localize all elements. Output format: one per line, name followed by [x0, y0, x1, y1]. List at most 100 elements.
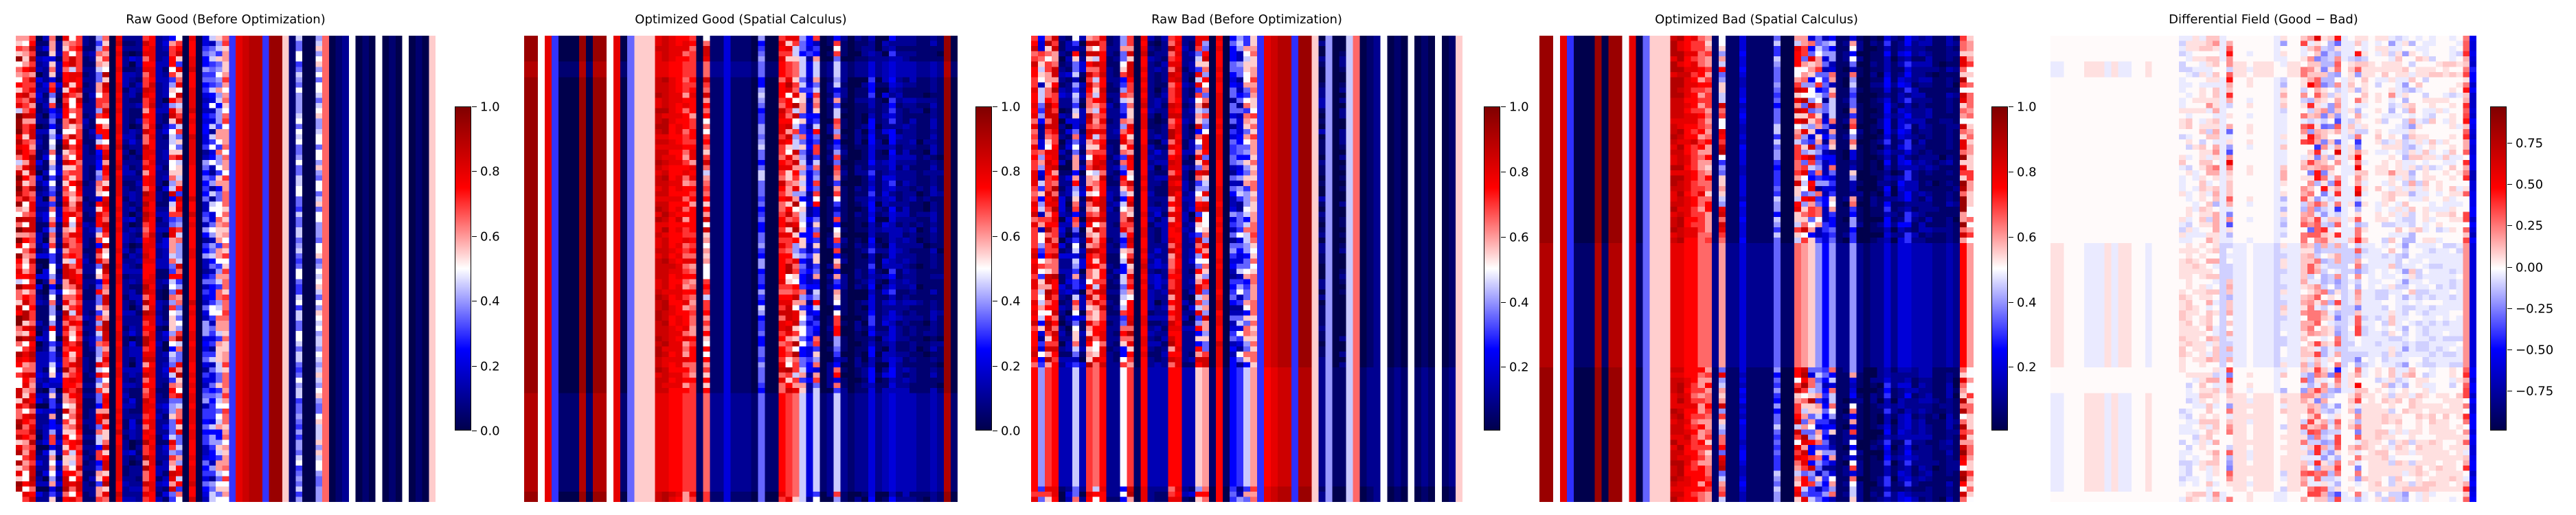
heatmap-cell [95, 315, 103, 321]
heatmap-cell [703, 206, 710, 212]
heatmap-cell [655, 299, 662, 311]
heatmap-cell [1051, 217, 1059, 222]
heatmap-cell [1140, 211, 1148, 218]
heatmap-cell [36, 268, 43, 275]
heatmap-cell [1120, 496, 1127, 502]
heatmap-cell [1044, 160, 1052, 165]
heatmap-cell [895, 356, 903, 363]
heatmap-cell [29, 41, 36, 47]
heatmap-cell [135, 160, 143, 171]
heatmap-cell [222, 41, 229, 47]
heatmap-cell [881, 56, 890, 62]
heatmap-cell [675, 367, 683, 373]
heatmap-cell [1085, 170, 1094, 176]
heatmap-cell [29, 388, 36, 393]
heatmap-cell [202, 491, 210, 497]
heatmap-cell [202, 352, 210, 358]
heatmap-cell [778, 320, 786, 332]
heatmap-cell [806, 36, 813, 47]
heatmap-cell [76, 310, 83, 316]
heatmap-cell [315, 470, 323, 477]
heatmap-cell [861, 253, 869, 259]
heatmap-cell [778, 253, 786, 279]
heatmap-cell [16, 331, 23, 336]
heatmap-cell [1065, 331, 1073, 336]
heatmap-cell [1113, 295, 1120, 306]
heatmap-cell [49, 429, 56, 435]
heatmap-cell [881, 113, 890, 119]
heatmap-cell [135, 466, 143, 477]
heatmap-cell [792, 393, 800, 497]
heatmap-cell [737, 61, 745, 78]
heatmap-cell [82, 419, 89, 425]
heatmap-cell [1037, 149, 1046, 155]
heatmap-cell [840, 56, 848, 62]
heatmap-cell [76, 217, 83, 222]
heatmap-cell [854, 51, 862, 57]
heatmap-cell [175, 486, 183, 492]
heatmap-cell [655, 222, 662, 233]
heatmap-cell [122, 87, 130, 93]
heatmap-cell [682, 336, 690, 342]
heatmap-cell [840, 367, 848, 373]
heatmap-cell [1072, 61, 1080, 73]
heatmap-cell [36, 41, 43, 47]
heatmap-cell [222, 242, 229, 249]
heatmap-cell [1065, 82, 1073, 93]
heatmap-cell [936, 175, 945, 192]
heatmap-cell [826, 118, 835, 124]
heatmap-cell [1147, 144, 1155, 150]
heatmap-cell [29, 211, 36, 218]
heatmap-cell [115, 175, 123, 197]
heatmap-cell [102, 227, 110, 233]
heatmap-cell [881, 274, 890, 279]
heatmap-cell [122, 181, 130, 187]
heatmap-cell [1085, 175, 1094, 187]
heatmap-cell [1168, 331, 1175, 336]
heatmap-cell [148, 139, 156, 150]
heatmap-cell [874, 149, 883, 161]
heatmap-cell [89, 222, 96, 228]
heatmap-cell [122, 51, 130, 57]
heatmap-cell [162, 279, 170, 285]
heatmap-cell [1147, 56, 1155, 62]
heatmap-cell [662, 77, 669, 83]
heatmap-cell [1065, 108, 1073, 114]
heatmap-cell [806, 118, 813, 124]
heatmap-cell [82, 113, 89, 119]
heatmap-cell [49, 445, 56, 450]
heatmap-cell [89, 470, 96, 477]
heatmap-cell [135, 211, 143, 218]
heatmap-cell [662, 108, 669, 114]
heatmap-cell [128, 486, 136, 492]
heatmap-cell [209, 263, 216, 269]
heatmap-cell [128, 455, 136, 461]
heatmap-cell [215, 103, 223, 108]
heatmap-cell [668, 362, 676, 373]
chart-title: Optimized Good (Spatial Calculus) [635, 12, 847, 27]
heatmap-cell [1058, 253, 1066, 259]
heatmap-cell [888, 36, 896, 41]
heatmap-cell [1072, 258, 1080, 264]
heatmap-cell [1168, 268, 1175, 275]
heatmap-cell [895, 341, 903, 352]
heatmap-cell [82, 274, 89, 279]
heatmap-cell [929, 36, 938, 41]
heatmap-cell [69, 248, 76, 254]
heatmap-cell [315, 346, 323, 352]
heatmap-cell [202, 238, 210, 244]
heatmap-cell [662, 238, 669, 259]
heatmap-cell [662, 325, 669, 342]
heatmap-cell [668, 217, 676, 249]
heatmap-cell [16, 248, 23, 254]
heatmap-cell [758, 108, 765, 114]
heatmap-cell [89, 165, 96, 181]
heatmap-cell [881, 346, 890, 352]
heatmap-cell [826, 139, 835, 145]
heatmap-cell [142, 149, 150, 161]
heatmap-cell [737, 77, 745, 393]
heatmap-cell [215, 315, 223, 321]
heatmap-cell [36, 51, 43, 57]
heatmap-cell [49, 139, 56, 145]
heatmap-cell [1127, 496, 1134, 502]
